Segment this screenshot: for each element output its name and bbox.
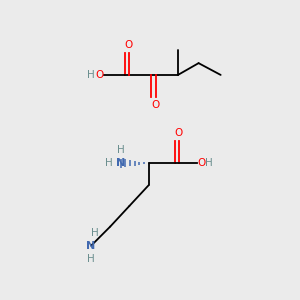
Text: O: O — [174, 128, 183, 138]
Text: O: O — [95, 70, 103, 80]
Text: O: O — [151, 100, 159, 110]
Text: N: N — [86, 241, 96, 251]
Text: H: H — [117, 145, 124, 155]
Text: H: H — [105, 158, 113, 168]
Text: O: O — [124, 40, 133, 50]
Text: H: H — [91, 228, 98, 238]
Text: N: N — [116, 158, 125, 168]
Text: H: H — [205, 158, 213, 168]
Text: H: H — [87, 70, 95, 80]
Text: H: H — [87, 254, 95, 264]
Text: O: O — [198, 158, 206, 168]
